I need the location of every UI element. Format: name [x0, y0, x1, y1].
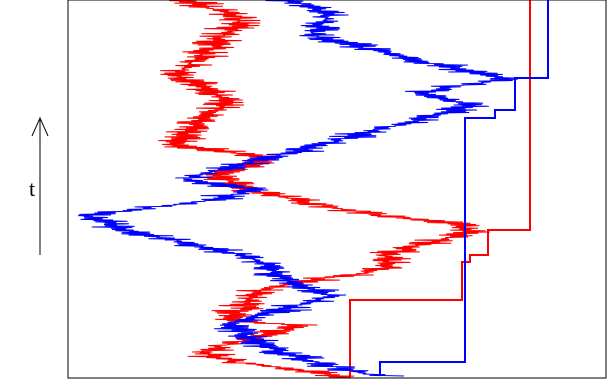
random-walk-trace-1: [158, 0, 491, 378]
plot-frame: [67, 0, 607, 379]
running-maximum-line-1: [349, 0, 531, 378]
plot-area: [77, 0, 549, 378]
axis-label-t: t: [29, 176, 35, 201]
time-arrow: [31, 116, 49, 255]
running-maximum-line-2: [379, 0, 549, 376]
random-walk-trace-2: [77, 0, 518, 377]
time-arrow-head: [31, 116, 49, 137]
